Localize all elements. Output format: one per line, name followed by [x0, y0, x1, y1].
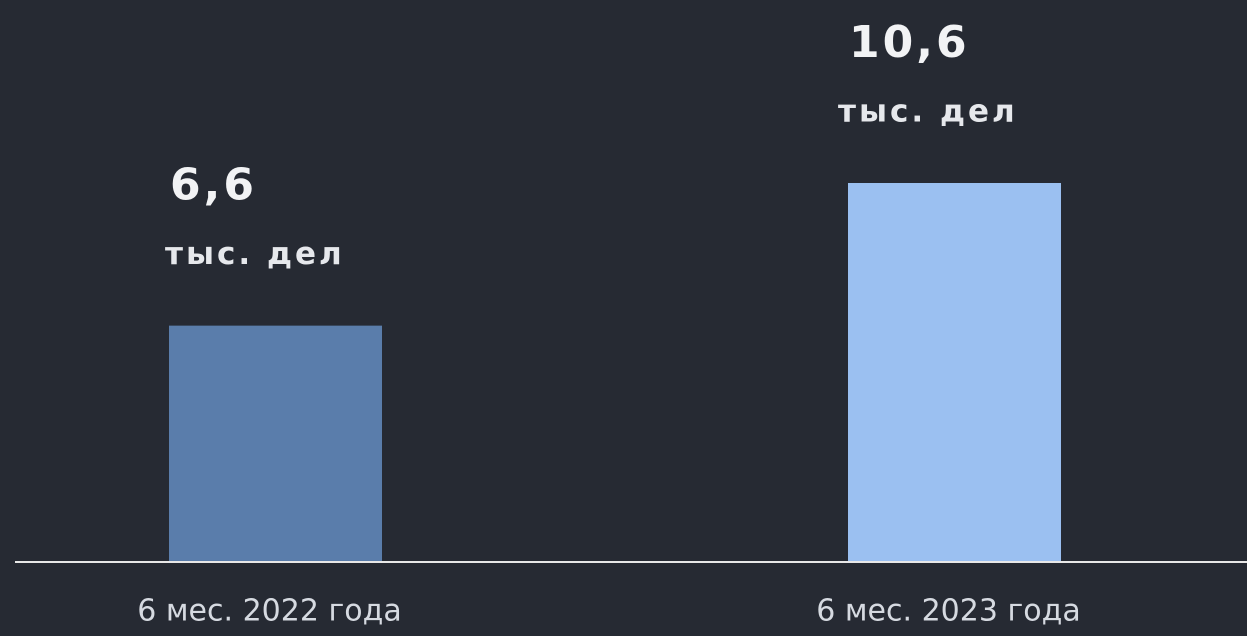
bar: [848, 183, 1061, 561]
x-tick-label: 6 мес. 2022 года: [137, 594, 401, 629]
x-tick-label: 6 мес. 2023 года: [816, 594, 1080, 629]
bar: [169, 325, 382, 561]
value-label: 6,6: [170, 160, 257, 211]
unit-label: тыс. дел: [838, 94, 1018, 130]
value-label: 10,6: [849, 17, 970, 68]
unit-label: тыс. дел: [165, 236, 345, 272]
